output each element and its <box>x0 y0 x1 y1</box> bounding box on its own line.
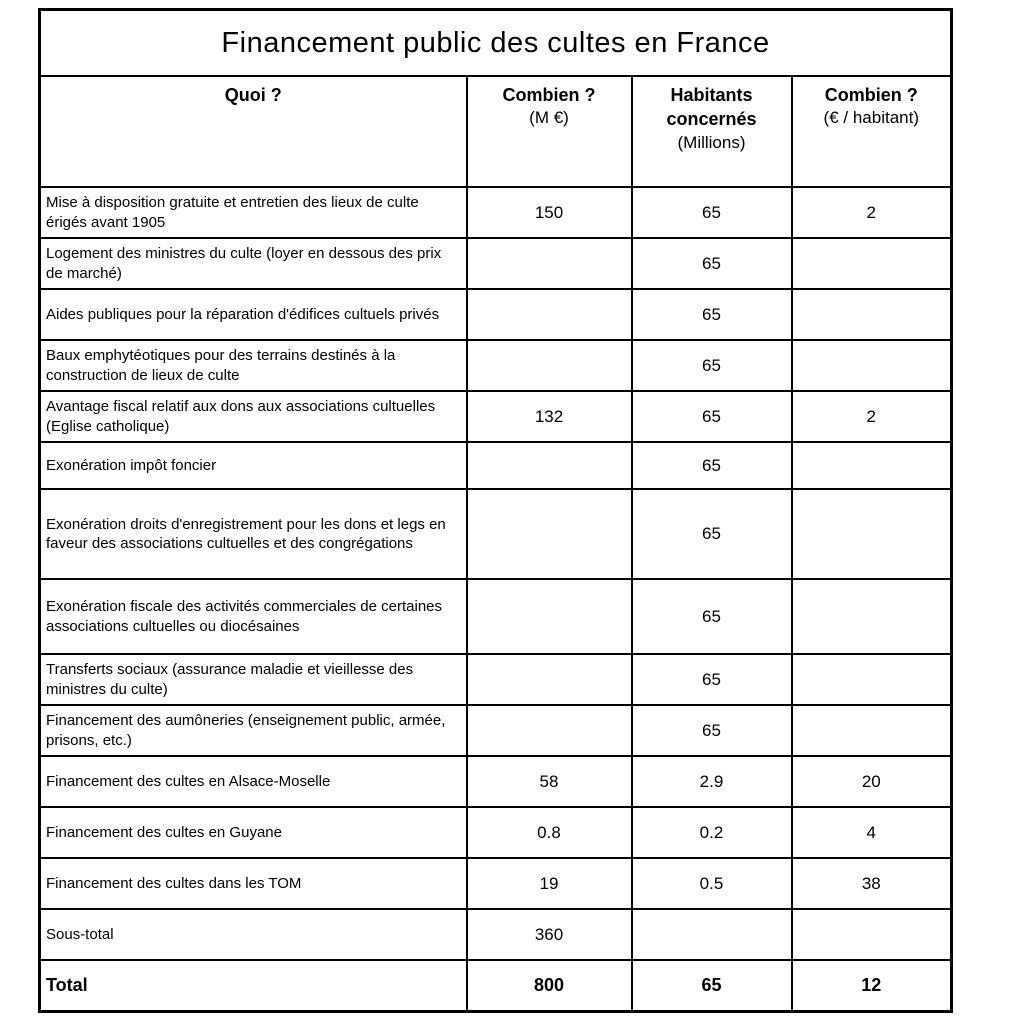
row-label: Financement des cultes en Guyane <box>38 806 468 859</box>
row-combien-hab: 38 <box>790 857 953 910</box>
row-combien-m: 800 <box>465 959 633 1012</box>
row-combien-hab <box>790 288 953 341</box>
row-habitants: 2.9 <box>630 755 793 808</box>
header-quoi: Quoi ? <box>38 75 468 188</box>
row-habitants: 65 <box>630 339 793 392</box>
row-label: Transferts sociaux (assurance maladie et… <box>38 653 468 706</box>
row-label: Exonération fiscale des activités commer… <box>38 578 468 655</box>
row-label: Sous-total <box>38 908 468 961</box>
row-label: Financement des cultes dans les TOM <box>38 857 468 910</box>
row-combien-hab <box>790 339 953 392</box>
row-combien-hab: 2 <box>790 390 953 443</box>
row-label: Logement des ministres du culte (loyer e… <box>38 237 468 290</box>
row-combien-m <box>465 704 633 757</box>
page-title: Financement public des cultes en France <box>38 8 953 77</box>
title-row: Financement public des cultes en France <box>38 8 953 77</box>
header-combien-m-label: Combien ? <box>502 85 596 105</box>
row-combien-m <box>465 288 633 341</box>
table-row-total: Total 800 65 12 <box>38 959 953 1012</box>
row-combien-m <box>465 653 633 706</box>
row-label: Exonération droits d'enregistrement pour… <box>38 488 468 580</box>
row-habitants <box>630 908 793 961</box>
header-quoi-label: Quoi ? <box>224 85 282 105</box>
table-row-sous-total: Sous-total 360 <box>38 908 953 961</box>
table-row: Exonération droits d'enregistrement pour… <box>38 488 953 580</box>
header-combien-hab: Combien ? (€ / habitant) <box>790 75 953 188</box>
row-combien-m <box>465 578 633 655</box>
row-habitants: 65 <box>630 704 793 757</box>
table-row: Mise à disposition gratuite et entretien… <box>38 186 953 239</box>
header-combien-hab-unit: (€ / habitant) <box>823 108 919 128</box>
row-habitants: 65 <box>630 653 793 706</box>
header-combien-hab-label: Combien ? <box>824 85 918 105</box>
row-combien-hab <box>790 908 953 961</box>
row-habitants: 65 <box>630 237 793 290</box>
row-label: Aides publiques pour la réparation d'édi… <box>38 288 468 341</box>
table-row: Financement des cultes en Guyane 0.8 0.2… <box>38 806 953 859</box>
financement-table: Financement public des cultes en France … <box>38 8 954 1013</box>
header-row: Quoi ? Combien ? (M €) Habitants concern… <box>38 75 953 188</box>
row-habitants: 65 <box>630 186 793 239</box>
row-combien-hab: 12 <box>790 959 953 1012</box>
row-combien-m <box>465 339 633 392</box>
header-habitants-label-1: Habitants <box>670 85 753 105</box>
table-row: Financement des aumôneries (enseignement… <box>38 704 953 757</box>
table-row: Baux emphytéotiques pour des terrains de… <box>38 339 953 392</box>
row-combien-hab <box>790 441 953 490</box>
row-habitants: 65 <box>630 959 793 1012</box>
header-habitants: Habitants concernés (Millions) <box>630 75 793 188</box>
row-combien-m: 360 <box>465 908 633 961</box>
header-combien-m: Combien ? (M €) <box>465 75 633 188</box>
row-habitants: 0.2 <box>630 806 793 859</box>
row-combien-hab: 2 <box>790 186 953 239</box>
row-combien-m <box>465 237 633 290</box>
table-row: Financement des cultes dans les TOM 19 0… <box>38 857 953 910</box>
table-row: Financement des cultes en Alsace-Moselle… <box>38 755 953 808</box>
row-habitants: 0.5 <box>630 857 793 910</box>
row-label: Total <box>38 959 468 1012</box>
table-row: Exonération fiscale des activités commer… <box>38 578 953 655</box>
header-combien-m-unit: (M €) <box>529 108 569 128</box>
row-combien-m: 150 <box>465 186 633 239</box>
row-combien-hab <box>790 237 953 290</box>
row-label: Avantage fiscal relatif aux dons aux ass… <box>38 390 468 443</box>
row-label: Financement des aumôneries (enseignement… <box>38 704 468 757</box>
row-combien-hab <box>790 704 953 757</box>
row-combien-hab <box>790 653 953 706</box>
row-combien-m <box>465 441 633 490</box>
row-label: Mise à disposition gratuite et entretien… <box>38 186 468 239</box>
header-habitants-unit: (Millions) <box>677 132 746 152</box>
row-habitants: 65 <box>630 441 793 490</box>
row-combien-m <box>465 488 633 580</box>
row-habitants: 65 <box>630 288 793 341</box>
row-label: Exonération impôt foncier <box>38 441 468 490</box>
row-combien-m: 132 <box>465 390 633 443</box>
row-combien-hab <box>790 578 953 655</box>
row-habitants: 65 <box>630 578 793 655</box>
row-combien-m: 19 <box>465 857 633 910</box>
table-row: Aides publiques pour la réparation d'édi… <box>38 288 953 341</box>
table-row: Avantage fiscal relatif aux dons aux ass… <box>38 390 953 443</box>
row-combien-m: 58 <box>465 755 633 808</box>
row-combien-m: 0.8 <box>465 806 633 859</box>
row-combien-hab: 4 <box>790 806 953 859</box>
table-row: Exonération impôt foncier 65 <box>38 441 953 490</box>
row-label: Financement des cultes en Alsace-Moselle <box>38 755 468 808</box>
table-row: Logement des ministres du culte (loyer e… <box>38 237 953 290</box>
row-combien-hab <box>790 488 953 580</box>
header-habitants-label-2: concernés <box>666 109 757 130</box>
row-habitants: 65 <box>630 390 793 443</box>
row-label: Baux emphytéotiques pour des terrains de… <box>38 339 468 392</box>
row-habitants: 65 <box>630 488 793 580</box>
table-row: Transferts sociaux (assurance maladie et… <box>38 653 953 706</box>
row-combien-hab: 20 <box>790 755 953 808</box>
